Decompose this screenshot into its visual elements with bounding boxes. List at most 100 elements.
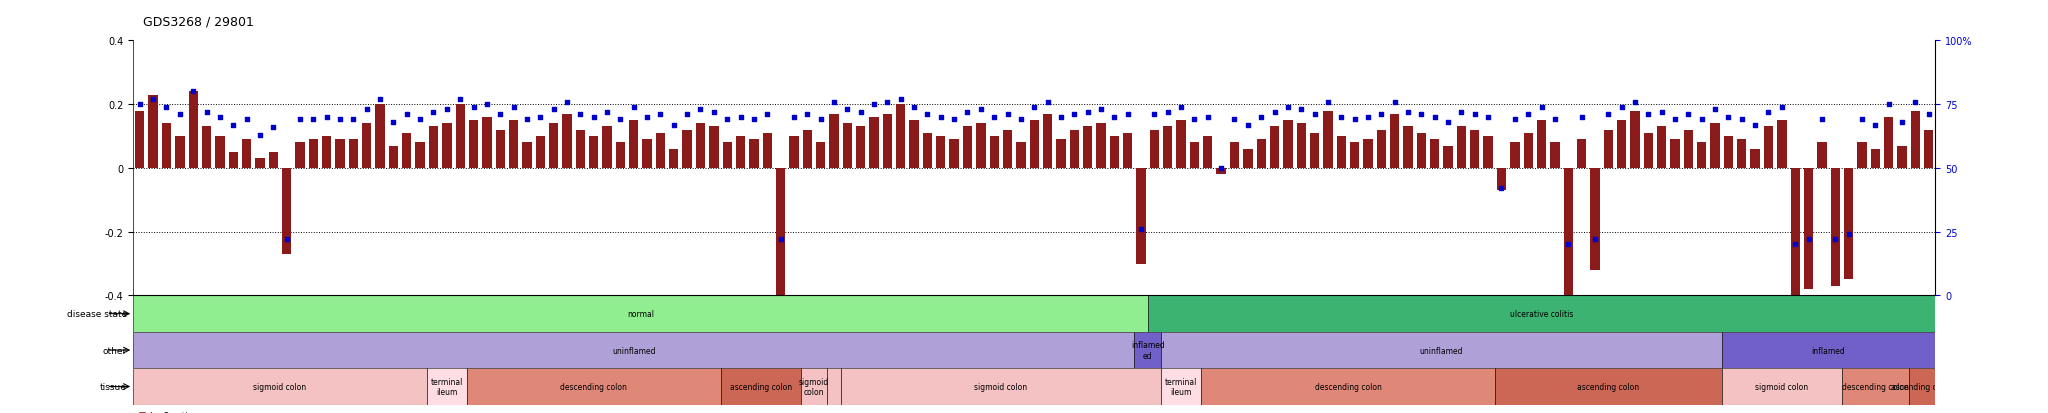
Bar <box>643 140 651 169</box>
Point <box>1499 117 1532 123</box>
Bar <box>362 124 371 169</box>
Point <box>1032 99 1065 106</box>
Bar <box>1430 140 1440 169</box>
Point <box>1579 236 1612 243</box>
Bar <box>1495 368 1722 405</box>
Point <box>297 117 330 123</box>
Bar <box>268 152 279 169</box>
Point <box>1219 117 1251 123</box>
Point <box>203 114 236 121</box>
Point <box>684 107 717 113</box>
Bar <box>1763 127 1774 169</box>
Point <box>1833 231 1866 238</box>
Point <box>1004 117 1036 123</box>
Point <box>1886 119 1919 126</box>
Text: sigmoid colon: sigmoid colon <box>975 382 1028 391</box>
Point <box>924 114 956 121</box>
Point <box>698 109 731 116</box>
Point <box>1765 104 1798 111</box>
Bar <box>1417 133 1425 169</box>
Bar <box>522 143 532 169</box>
Point <box>911 112 944 119</box>
Bar <box>989 137 999 169</box>
Bar <box>133 296 1147 332</box>
Bar <box>1270 127 1280 169</box>
Point <box>403 117 436 123</box>
Bar <box>1135 332 1161 368</box>
Bar <box>1323 111 1333 169</box>
Point <box>1178 117 1210 123</box>
Bar <box>897 105 905 169</box>
Bar <box>776 169 784 334</box>
Bar <box>1243 150 1253 169</box>
Point <box>1044 114 1077 121</box>
Point <box>817 99 850 106</box>
Text: GDS3268 / 29801: GDS3268 / 29801 <box>143 16 254 29</box>
Bar <box>883 114 893 169</box>
Bar <box>655 133 666 169</box>
Text: ascending colon: ascending colon <box>1577 382 1638 391</box>
Point <box>1432 119 1464 126</box>
Bar <box>950 140 958 169</box>
Bar <box>133 332 1135 368</box>
Bar <box>1042 114 1053 169</box>
Point <box>1526 104 1559 111</box>
Bar <box>229 152 238 169</box>
Bar <box>602 127 612 169</box>
Bar <box>1778 121 1786 169</box>
Point <box>1845 117 1878 123</box>
Point <box>524 114 557 121</box>
Point <box>844 109 877 116</box>
Bar <box>1122 133 1133 169</box>
Point <box>1606 104 1638 111</box>
Bar <box>1630 111 1640 169</box>
Point <box>1739 122 1772 128</box>
Bar <box>682 131 692 169</box>
Bar <box>242 140 252 169</box>
Bar <box>135 111 145 169</box>
Bar <box>1296 124 1307 169</box>
Point <box>1071 109 1104 116</box>
Bar <box>256 159 264 169</box>
Text: ulcerative colitis: ulcerative colitis <box>1509 309 1573 318</box>
Point <box>1018 104 1051 111</box>
Point <box>1618 99 1651 106</box>
Bar <box>803 131 811 169</box>
Bar <box>1190 143 1200 169</box>
Bar <box>215 137 225 169</box>
Point <box>1872 102 1905 108</box>
Bar <box>428 127 438 169</box>
Text: disease state: disease state <box>68 309 127 318</box>
Point <box>578 114 610 121</box>
Point <box>672 112 705 119</box>
Bar <box>1618 121 1626 169</box>
Point <box>1552 242 1585 248</box>
Point <box>1059 112 1092 119</box>
Point <box>604 117 637 123</box>
Point <box>1698 107 1731 113</box>
Bar <box>1550 143 1561 169</box>
Point <box>1098 114 1130 121</box>
Bar <box>1176 121 1186 169</box>
Bar <box>1870 150 1880 169</box>
Bar <box>1698 143 1706 169</box>
Point <box>457 104 489 111</box>
Point <box>590 109 623 116</box>
Point <box>1085 107 1118 113</box>
Text: descending colon: descending colon <box>1841 382 1909 391</box>
Bar <box>723 143 731 169</box>
Point <box>1325 114 1358 121</box>
Text: ascending colon: ascending colon <box>729 382 793 391</box>
Bar <box>909 121 920 169</box>
Text: sigmoid
colon: sigmoid colon <box>799 377 829 396</box>
Point <box>1151 109 1184 116</box>
Bar <box>827 368 840 405</box>
Bar <box>389 146 397 169</box>
Bar <box>295 143 305 169</box>
Bar <box>455 105 465 169</box>
Bar <box>590 137 598 169</box>
Point <box>1393 109 1425 116</box>
Text: terminal
ileum: terminal ileum <box>1165 377 1198 396</box>
Point <box>791 112 823 119</box>
Point <box>483 112 516 119</box>
